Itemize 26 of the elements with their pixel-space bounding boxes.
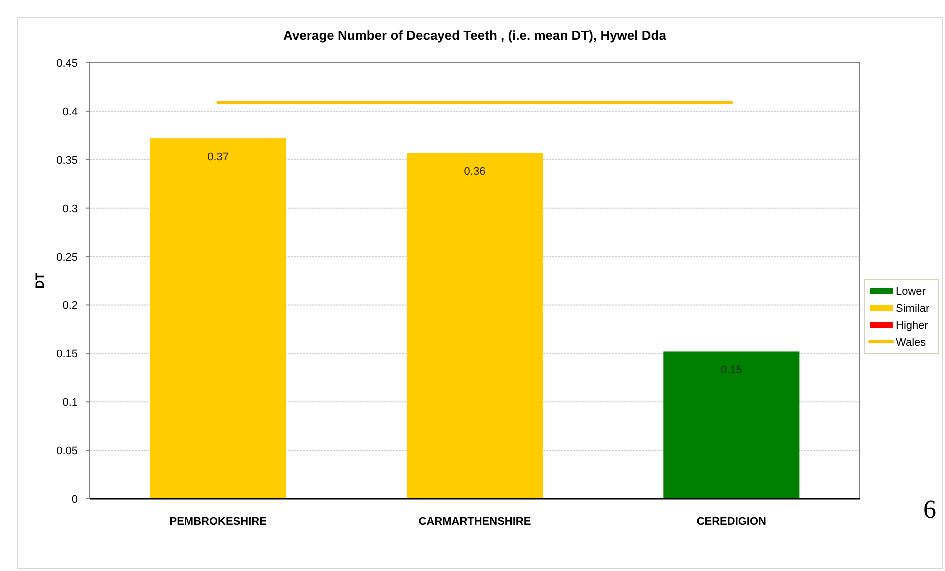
y-tick-label: 0.15 xyxy=(56,348,78,361)
x-tick-label: CEREDIGION xyxy=(696,516,767,528)
y-tick-label: 0.1 xyxy=(62,397,78,410)
x-tick-label: CARMARTHENSHIRE xyxy=(418,516,532,528)
y-tick-label: 0.4 xyxy=(62,106,78,118)
y-tick-label: 0.25 xyxy=(56,252,78,264)
chart-title: Average Number of Decayed Teeth , (i.e. mean DT), Hywel Dda xyxy=(284,28,668,43)
y-tick-label: 0.3 xyxy=(62,203,78,216)
text: 6 xyxy=(924,495,936,524)
x-tick-label: PEMBROKESHIRE xyxy=(170,516,267,528)
y-tick-label: 0.05 xyxy=(56,446,78,458)
legend-label: Higher xyxy=(896,320,929,332)
data-label: 0.36 xyxy=(464,166,486,178)
y-tick-label: 0 xyxy=(72,494,78,506)
legend-label: Lower xyxy=(896,286,926,298)
y-tick-label: 0.2 xyxy=(62,300,78,312)
bar xyxy=(150,138,286,499)
y-tick-label: 0.35 xyxy=(56,154,78,167)
y-tick-label: 0.45 xyxy=(56,58,78,70)
legend-label: Similar xyxy=(896,303,930,315)
y-axis-title: DT xyxy=(33,272,47,289)
bar xyxy=(664,352,800,499)
data-label: 0.15 xyxy=(720,364,742,377)
legend-label: Wales xyxy=(896,337,927,349)
bar xyxy=(406,153,544,499)
data-label: 0.37 xyxy=(208,152,230,164)
